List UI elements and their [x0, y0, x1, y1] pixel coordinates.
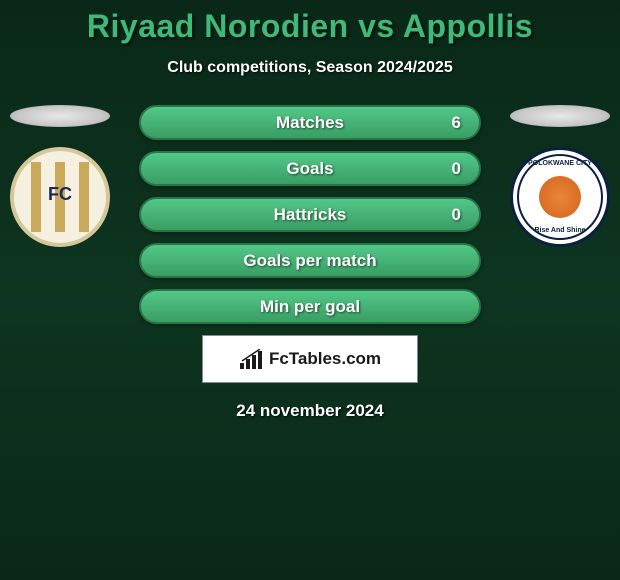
stat-value: 6 — [452, 113, 461, 133]
polo-center-icon — [539, 176, 581, 218]
stat-bar-goals: Goals 0 — [139, 151, 481, 186]
stat-bar-matches: Matches 6 — [139, 105, 481, 140]
brand-box: FcTables.com — [202, 335, 418, 383]
right-player-column: POLOKWANE CITY Rise And Shine — [510, 105, 610, 247]
left-placeholder-ellipse — [10, 105, 110, 127]
left-club-logo: FC — [10, 147, 110, 247]
ctfc-logo-inner: FC — [25, 162, 95, 232]
chart-icon — [239, 349, 263, 369]
comparison-card: Riyaad Norodien vs Appollis Club competi… — [0, 0, 620, 421]
stat-bar-hattricks: Hattricks 0 — [139, 197, 481, 232]
main-area: FC POLOKWANE CITY Rise And Shine Matches… — [0, 105, 620, 421]
stats-list: Matches 6 Goals 0 Hattricks 0 Goals per … — [139, 105, 481, 324]
left-player-column: FC — [10, 105, 110, 247]
stat-label: Goals — [286, 159, 333, 179]
stat-label: Min per goal — [260, 297, 360, 317]
polo-text-top: POLOKWANE CITY — [513, 160, 607, 167]
stat-value: 0 — [452, 205, 461, 225]
date-text: 24 november 2024 — [0, 401, 620, 421]
brand-text: FcTables.com — [269, 349, 381, 369]
stat-label: Matches — [276, 113, 344, 133]
right-placeholder-ellipse — [510, 105, 610, 127]
stat-label: Goals per match — [243, 251, 376, 271]
right-club-logo: POLOKWANE CITY Rise And Shine — [510, 147, 610, 247]
subtitle: Club competitions, Season 2024/2025 — [0, 59, 620, 77]
stat-value: 0 — [452, 159, 461, 179]
stat-bar-goals-per-match: Goals per match — [139, 243, 481, 278]
page-title: Riyaad Norodien vs Appollis — [0, 8, 620, 45]
stat-bar-min-per-goal: Min per goal — [139, 289, 481, 324]
ctfc-logo-text: FC — [25, 184, 95, 205]
polo-text-bottom: Rise And Shine — [513, 227, 607, 234]
stat-label: Hattricks — [274, 205, 347, 225]
